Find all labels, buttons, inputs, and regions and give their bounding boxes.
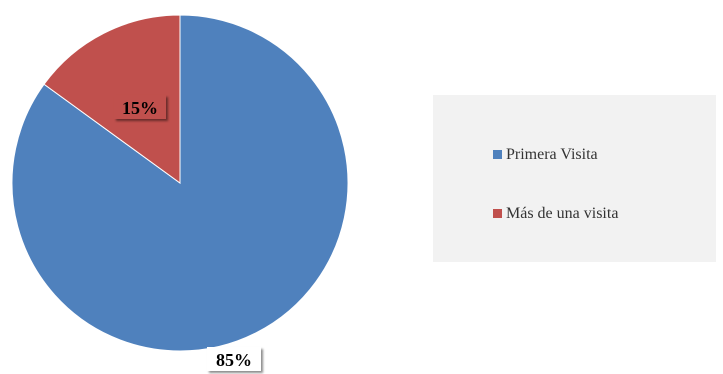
data-label-2: 15% bbox=[114, 95, 166, 119]
data-label-1: 85% bbox=[207, 347, 261, 371]
legend-swatch bbox=[493, 209, 502, 218]
pie-slices bbox=[11, 14, 349, 352]
pie-slice-2 bbox=[43, 14, 181, 184]
data-label-text: 15% bbox=[122, 98, 158, 118]
pie-data-labels: 85% 15% bbox=[114, 95, 261, 371]
legend-background bbox=[433, 95, 716, 262]
legend-label: Primera Visita bbox=[506, 146, 598, 163]
data-label-text: 85% bbox=[216, 350, 252, 370]
legend-swatch bbox=[493, 150, 502, 159]
pie-slice-1 bbox=[11, 14, 349, 352]
legend-entry-2: Más de una visita bbox=[493, 205, 618, 222]
legend-entry-1: Primera Visita bbox=[493, 146, 598, 163]
legend-label: Más de una visita bbox=[506, 205, 618, 222]
data-label-box bbox=[114, 95, 166, 119]
data-label-box bbox=[207, 347, 261, 371]
legend: Primera Visita Más de una visita bbox=[433, 95, 716, 262]
legend-items: Primera Visita Más de una visita bbox=[493, 146, 618, 222]
